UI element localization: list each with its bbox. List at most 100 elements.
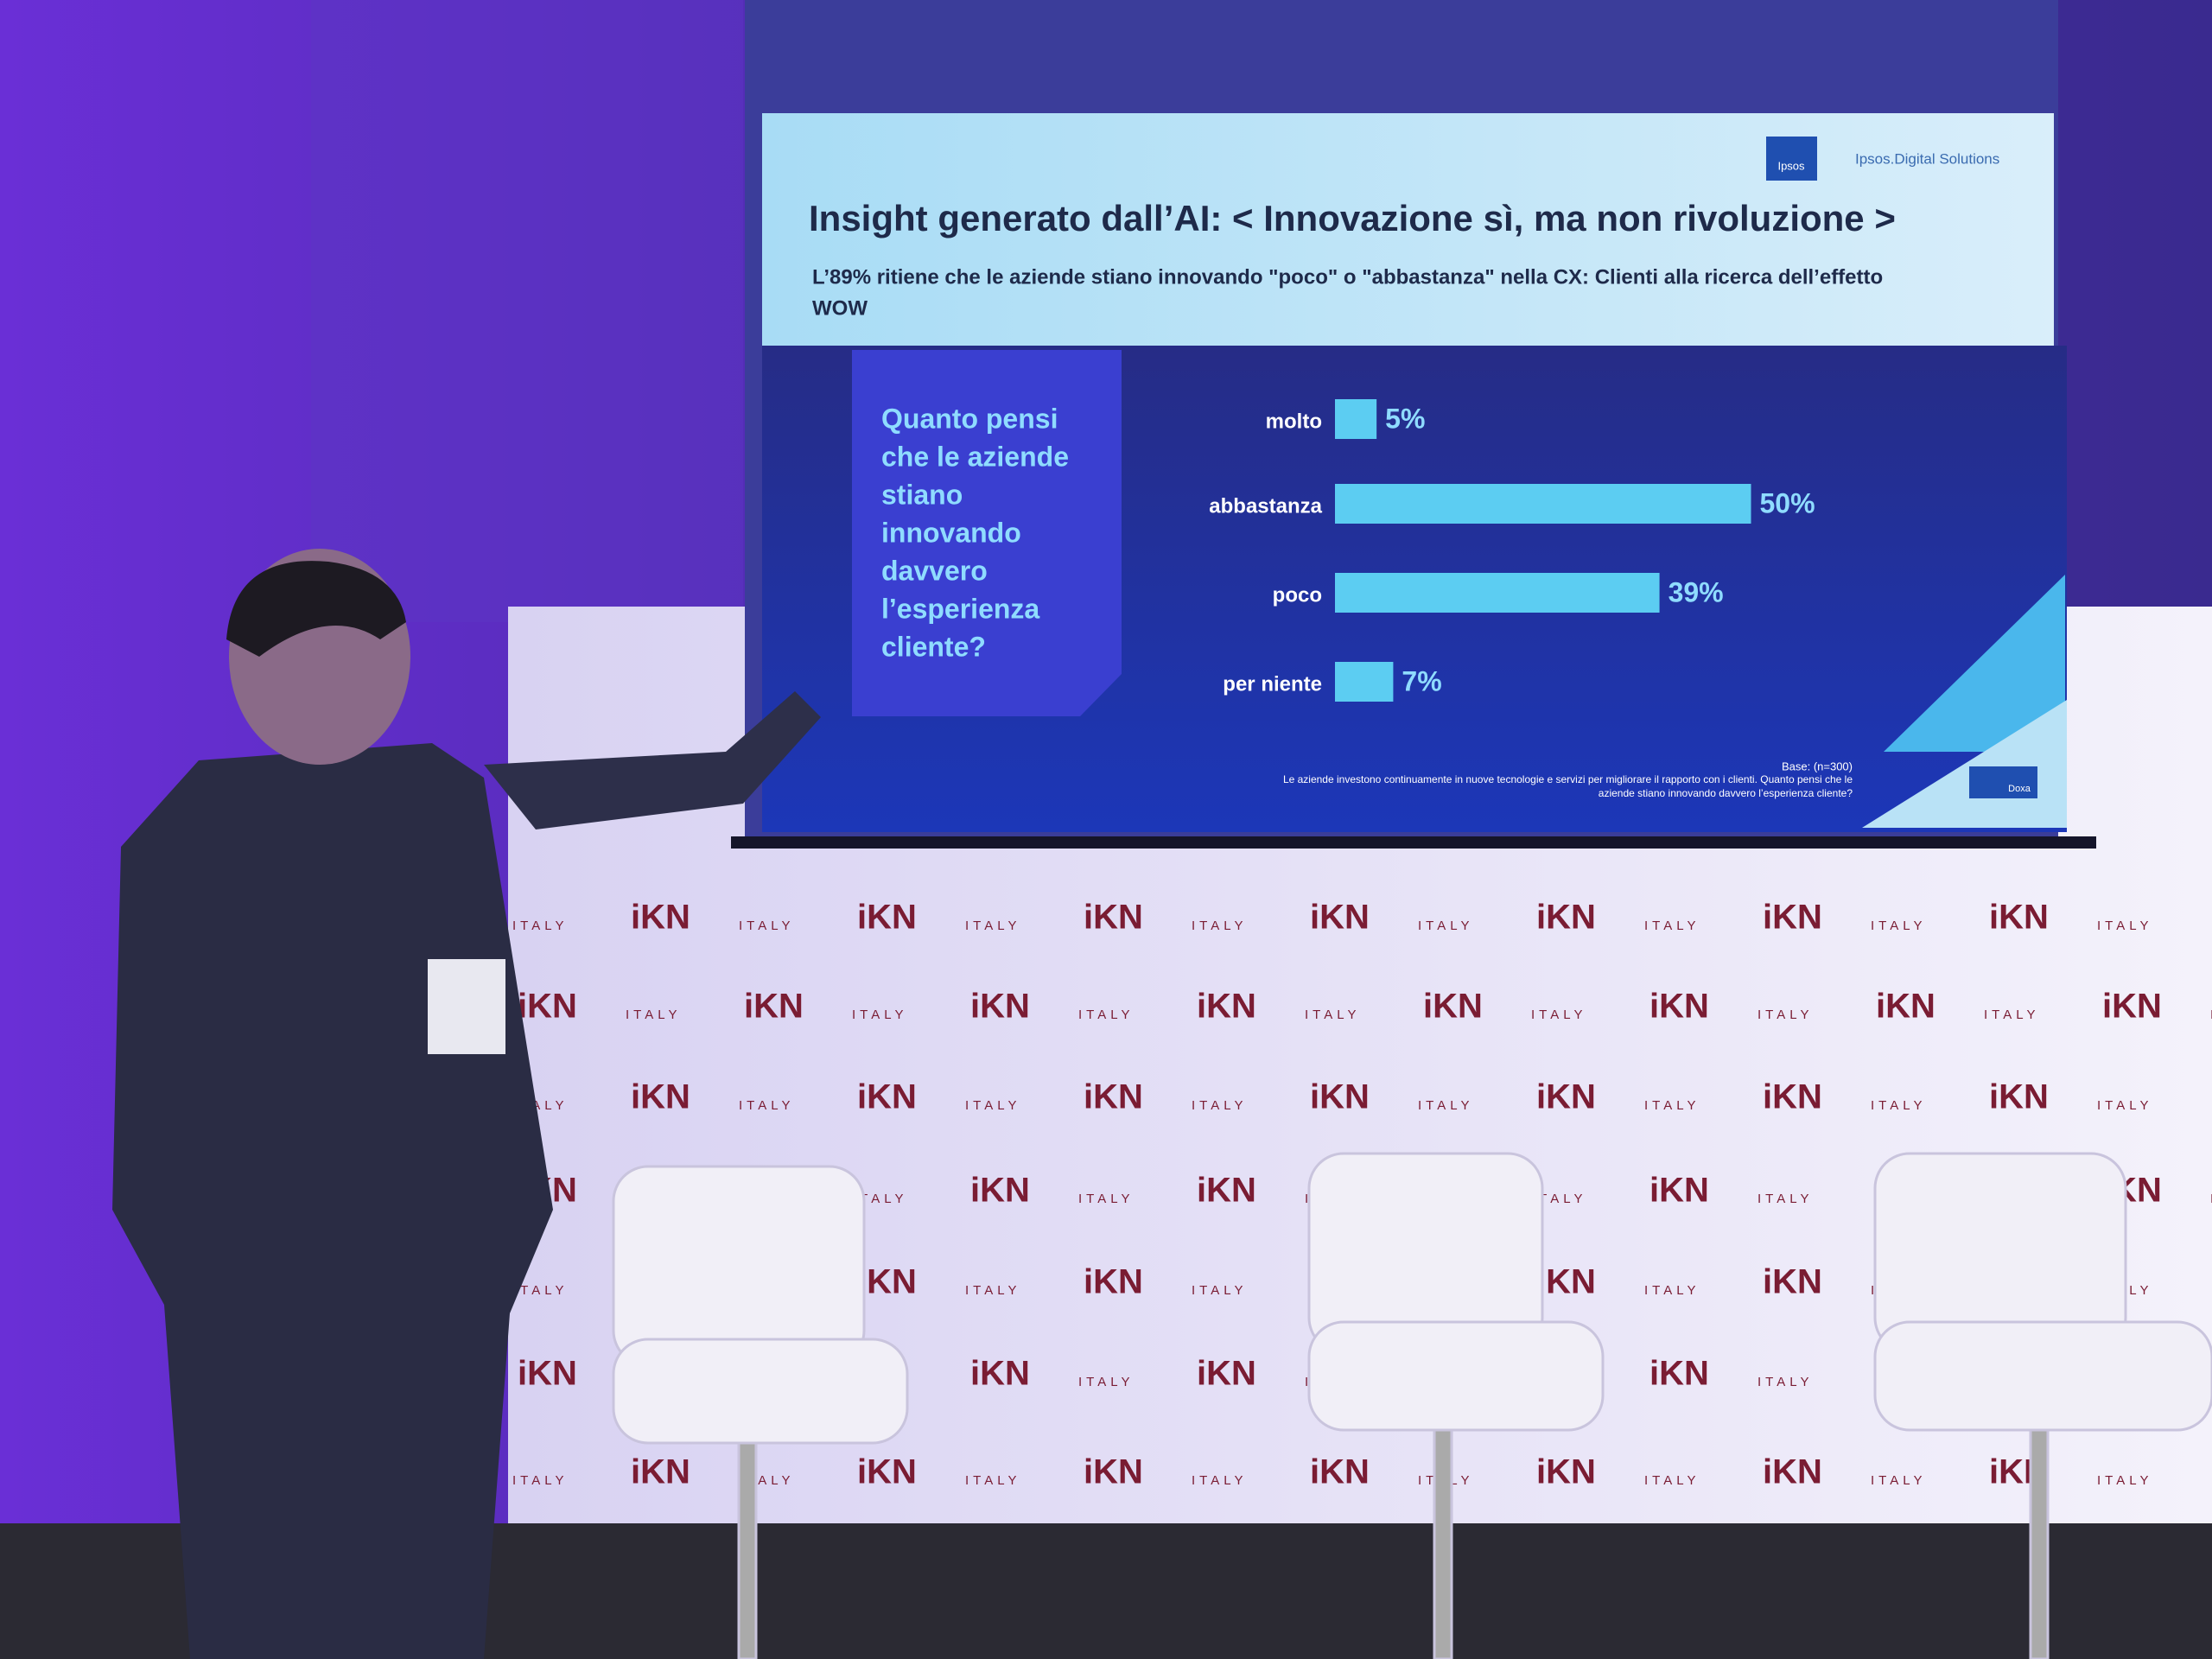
- doxa-logo-text: Doxa: [2008, 784, 2031, 794]
- brand-tagline: ITALY: [2097, 1098, 2152, 1113]
- brand-tagline: ITALY: [1418, 918, 1473, 933]
- chair-seat: [612, 1338, 909, 1445]
- question-line: innovando: [881, 517, 1021, 548]
- corner-triangle: [1884, 575, 2065, 752]
- footnote-line: aziende stiano innovando davvero l’esper…: [1599, 787, 1853, 799]
- footnote: Le aziende investono continuamente in nu…: [1283, 773, 1853, 799]
- value-label: 50%: [1760, 487, 1815, 518]
- brand-tagline: ITALY: [965, 1473, 1020, 1488]
- brand-tagline: ITALY: [1305, 1007, 1360, 1022]
- brand-logo: iKN: [970, 988, 1030, 1026]
- brand-logo: iKN: [631, 1078, 690, 1116]
- brand-logo: iKN: [1310, 899, 1370, 937]
- value-label: 5%: [1385, 403, 1425, 434]
- chair-back: [612, 1165, 866, 1367]
- subtitle-line: L’89% ritiene che le aziende stiano inno…: [812, 265, 1883, 289]
- brand-tagline: ITALY: [739, 1098, 794, 1113]
- slide-title: Insight generato dall’AI: < Innovazione …: [809, 198, 1896, 238]
- brand-logo: iKN: [1084, 1453, 1143, 1491]
- category-label: per niente: [1223, 672, 1322, 696]
- chair-seat: [1873, 1320, 2212, 1432]
- doxa-logo: [1969, 766, 2037, 798]
- brand-logo: iKN: [1310, 1453, 1370, 1491]
- brand-logo: iKN: [857, 1263, 917, 1301]
- speaker-hair: [226, 561, 406, 657]
- base-note: Base: (n=300): [1782, 760, 1853, 772]
- question-line: che le aziende: [881, 441, 1069, 472]
- brand-tagline: ITALY: [1871, 1473, 1926, 1488]
- brand-tagline: ITALY: [512, 1473, 568, 1488]
- question-line: l’esperienza: [881, 593, 1039, 624]
- chair-pole: [1433, 1428, 1453, 1659]
- value-label: 39%: [1669, 576, 1724, 607]
- brand-logo: iKN: [970, 1355, 1030, 1393]
- brand-tagline: ITALY: [1078, 1375, 1134, 1389]
- brand-tagline: ITALY: [626, 1007, 681, 1022]
- brand-tagline: ITALY: [1531, 1007, 1586, 1022]
- brand-logo: iKN: [1536, 899, 1596, 937]
- brand-logo: iKN: [2102, 988, 2162, 1026]
- subtitle: L’89% ritiene che le aziende stiano inno…: [812, 265, 1883, 320]
- brand-tagline: ITALY: [2210, 1007, 2212, 1022]
- brand-tagline: ITALY: [739, 918, 794, 933]
- brand-tagline: ITALY: [965, 918, 1020, 933]
- brand-logo: iKN: [518, 1355, 577, 1393]
- brand-tagline: ITALY: [512, 918, 568, 933]
- chair-seat: [1307, 1320, 1605, 1432]
- brand-logo: iKN: [1084, 1263, 1143, 1301]
- bar-chart: molto 5% abbastanza 50% poco 39% per niente 7%: [1209, 399, 1815, 702]
- question-line: cliente?: [881, 631, 986, 662]
- brand-logo: iKN: [1649, 1172, 1709, 1210]
- brand-tagline: ITALY: [1078, 1007, 1134, 1022]
- question-box: [852, 350, 1122, 716]
- brand-tagline: ITALY: [1984, 1007, 2039, 1022]
- brand-tagline: ITALY: [1871, 918, 1926, 933]
- brand-logo: iKN: [1536, 1453, 1596, 1491]
- brand-tagline: ITALY: [2097, 918, 2152, 933]
- brand-logo: iKN: [631, 899, 690, 937]
- brand-logo: iKN: [1876, 988, 1936, 1026]
- category-label: abbastanza: [1209, 494, 1322, 518]
- brand-tagline: ITALY: [1758, 1192, 1813, 1206]
- question-line: stiano: [881, 479, 963, 510]
- brand-logo: iKN: [1536, 1078, 1596, 1116]
- brand-logo: iKN: [1084, 899, 1143, 937]
- speaker-arm: [484, 691, 821, 830]
- brand-logo: iKN: [1536, 1263, 1596, 1301]
- bar: [1335, 573, 1660, 613]
- brand-logo: iKN: [518, 988, 577, 1026]
- brand-tagline: ITALY: [2210, 1192, 2212, 1206]
- slide: Ipsos Ipsos.Digital Solutions Insight ge…: [762, 113, 2067, 832]
- slide-header: [762, 113, 2054, 346]
- brand-tagline: ITALY: [1644, 1098, 1700, 1113]
- brand-logo: iKN: [1649, 988, 1709, 1026]
- brand-logo: iKN: [1649, 1355, 1709, 1393]
- brand-tagline: ITALY: [1192, 1473, 1247, 1488]
- brand-tagline: ITALY: [1644, 1473, 1700, 1488]
- question-line: Quanto pensi: [881, 403, 1058, 434]
- brand-logo: iKN: [1197, 988, 1256, 1026]
- brand-logo: iKN: [970, 1172, 1030, 1210]
- bar: [1335, 484, 1751, 524]
- category-label: molto: [1266, 410, 1322, 433]
- chair-pole: [2029, 1428, 2050, 1659]
- question-line: davvero: [881, 555, 988, 586]
- digital-solutions: Ipsos.Digital Solutions: [1855, 150, 1999, 167]
- chair-pole: [737, 1441, 758, 1659]
- brand-logo: iKN: [1197, 1172, 1256, 1210]
- brand-tagline: ITALY: [1192, 1283, 1247, 1298]
- brand-logo: iKN: [857, 1453, 917, 1491]
- brand-logo: iKN: [1084, 1078, 1143, 1116]
- brand-logo: iKN: [1763, 1453, 1822, 1491]
- brand-logo: iKN: [857, 1078, 917, 1116]
- brand-tagline: ITALY: [1078, 1192, 1134, 1206]
- screen-bar: [731, 836, 2096, 849]
- brand-tagline: ITALY: [1871, 1098, 1926, 1113]
- brand-logo: iKN: [1310, 1078, 1370, 1116]
- brand-logo: iKN: [1989, 1078, 2049, 1116]
- brand-logo: iKN: [1763, 1078, 1822, 1116]
- brand-logo: iKN: [1763, 1263, 1822, 1301]
- speaker: [112, 549, 821, 1659]
- brand-tagline: ITALY: [1758, 1375, 1813, 1389]
